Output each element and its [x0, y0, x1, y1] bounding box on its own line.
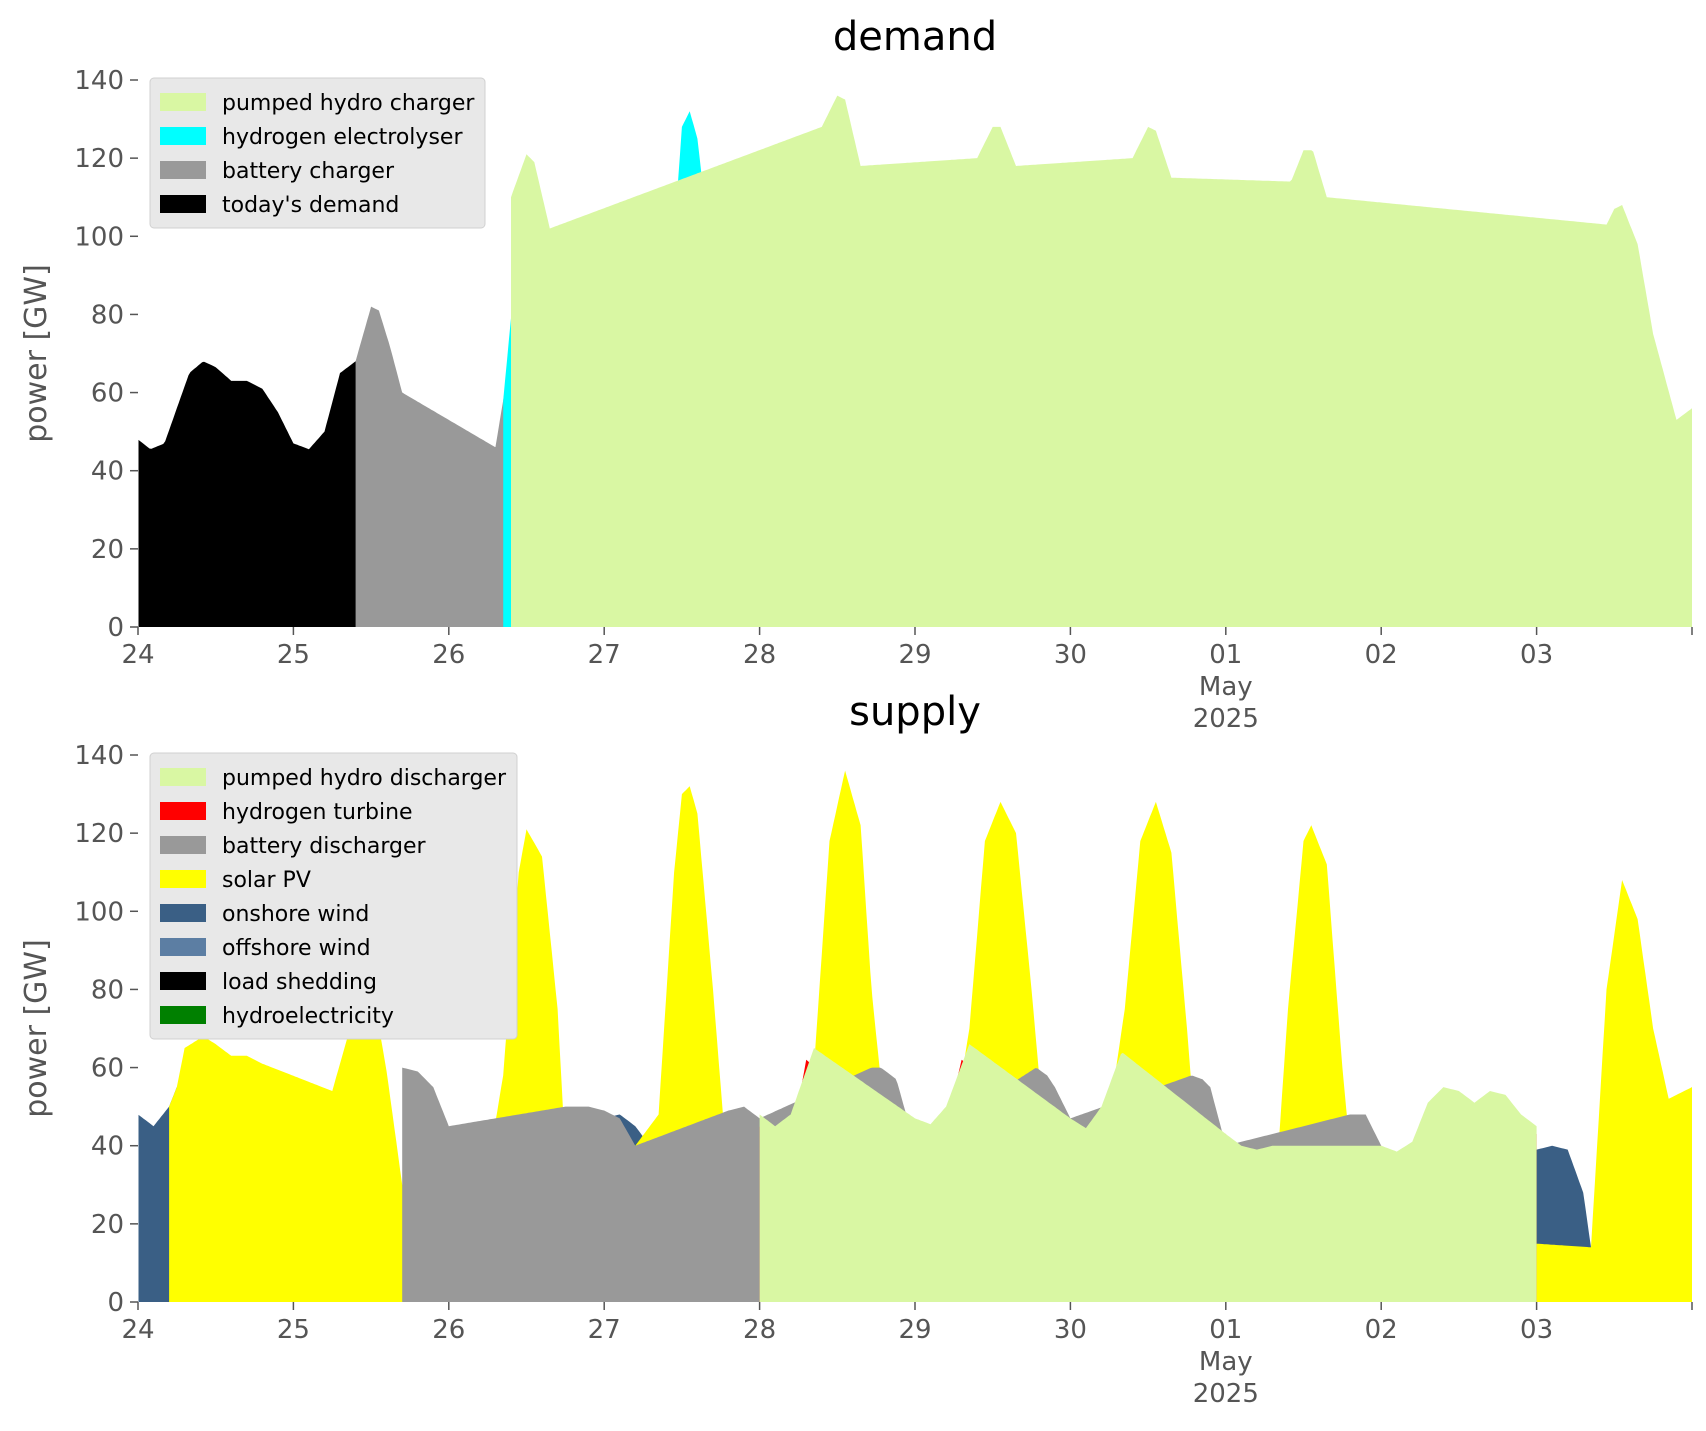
x-tick-label: 25: [277, 640, 310, 670]
legend-swatch-hydrogen-turbine: [160, 802, 206, 820]
legend-label-hydrogen-turbine: hydrogen turbine: [222, 800, 413, 825]
area-pumped-hydro-discharger: [759, 1044, 1537, 1302]
legend-label-battery-charger: battery charger: [222, 159, 395, 184]
legend-label-pumped-hydro-discharger: pumped hydro discharger: [222, 766, 507, 791]
legend-swatch-pumped-hydro-discharger: [160, 768, 206, 786]
x-tick-label: May: [1199, 1347, 1253, 1377]
x-tick-label: 29: [898, 1315, 931, 1345]
x-tick-label: 28: [743, 640, 776, 670]
legend-label-onshore-wind: onshore wind: [222, 902, 369, 927]
y-tick-label: 40: [91, 457, 124, 487]
x-tick-label: 29: [898, 640, 931, 670]
x-tick-label: 24: [121, 1315, 154, 1345]
legend-label-battery-discharger: battery discharger: [222, 834, 427, 859]
x-tick-label: 03: [1520, 640, 1553, 670]
x-tick-label: 02: [1365, 640, 1398, 670]
y-tick-label: 0: [107, 613, 124, 643]
y-tick-label: 100: [74, 897, 124, 927]
x-tick-label: 24: [121, 640, 154, 670]
chart-title: supply: [849, 689, 981, 735]
x-tick-label: 30: [1054, 1315, 1087, 1345]
y-tick-label: 20: [91, 1210, 124, 1240]
x-tick-label: 27: [588, 640, 621, 670]
y-tick-label: 0: [107, 1288, 124, 1318]
y-tick-label: 120: [74, 144, 124, 174]
legend-label-load-shedding: load shedding: [222, 970, 377, 995]
legend-swatch-offshore-wind: [160, 938, 206, 956]
x-tick-label: May: [1199, 672, 1253, 702]
y-tick-label: 80: [91, 975, 124, 1005]
legend-label-solar-pv: solar PV: [222, 868, 311, 893]
x-tick-label: 2025: [1193, 1379, 1259, 1409]
legend-swatch-battery-charger: [160, 161, 206, 179]
legend-swatch-battery-discharger: [160, 836, 206, 854]
y-tick-label: 20: [91, 535, 124, 565]
legend-swatch-pumped-hydro-charger: [160, 93, 206, 111]
x-tick-label: 26: [432, 1315, 465, 1345]
chart-title: demand: [833, 14, 997, 60]
legend-label-today-s-demand: today's demand: [222, 193, 399, 218]
x-tick-label: 25: [277, 1315, 310, 1345]
x-tick-label: 02: [1365, 1315, 1398, 1345]
x-tick-label: 01: [1209, 1315, 1242, 1345]
x-tick-label: 01: [1209, 640, 1242, 670]
legend-swatch-hydrogen-electrolyser: [160, 127, 206, 145]
x-tick-label: 27: [588, 1315, 621, 1345]
x-tick-label: 2025: [1193, 704, 1259, 734]
legend-swatch-hydroelectricity: [160, 1006, 206, 1024]
legend: [149, 77, 486, 229]
legend-label-hydrogen-electrolyser: hydrogen electrolyser: [222, 125, 463, 150]
x-tick-label: 03: [1520, 1315, 1553, 1345]
legend-swatch-today-s-demand: [160, 195, 206, 213]
y-axis-label: power [GW]: [19, 264, 54, 443]
legend-label-pumped-hydro-charger: pumped hydro charger: [222, 91, 475, 116]
y-tick-label: 120: [74, 819, 124, 849]
legend: [149, 752, 518, 1040]
y-axis-label: power [GW]: [19, 939, 54, 1118]
y-tick-label: 40: [91, 1132, 124, 1162]
x-tick-label: 28: [743, 1315, 776, 1345]
x-tick-label: 26: [432, 640, 465, 670]
legend-swatch-load-shedding: [160, 972, 206, 990]
legend-label-hydroelectricity: hydroelectricity: [222, 1004, 394, 1029]
y-tick-label: 60: [91, 1054, 124, 1084]
area-pumped-hydro-charger: [511, 95, 1692, 628]
y-tick-label: 100: [74, 222, 124, 252]
y-tick-label: 140: [74, 741, 124, 771]
legend-label-offshore-wind: offshore wind: [222, 936, 371, 961]
y-tick-label: 140: [74, 66, 124, 96]
x-tick-label: 30: [1054, 640, 1087, 670]
legend-swatch-onshore-wind: [160, 904, 206, 922]
y-tick-label: 60: [91, 379, 124, 409]
y-tick-label: 80: [91, 300, 124, 330]
legend-swatch-solar-pv: [160, 870, 206, 888]
